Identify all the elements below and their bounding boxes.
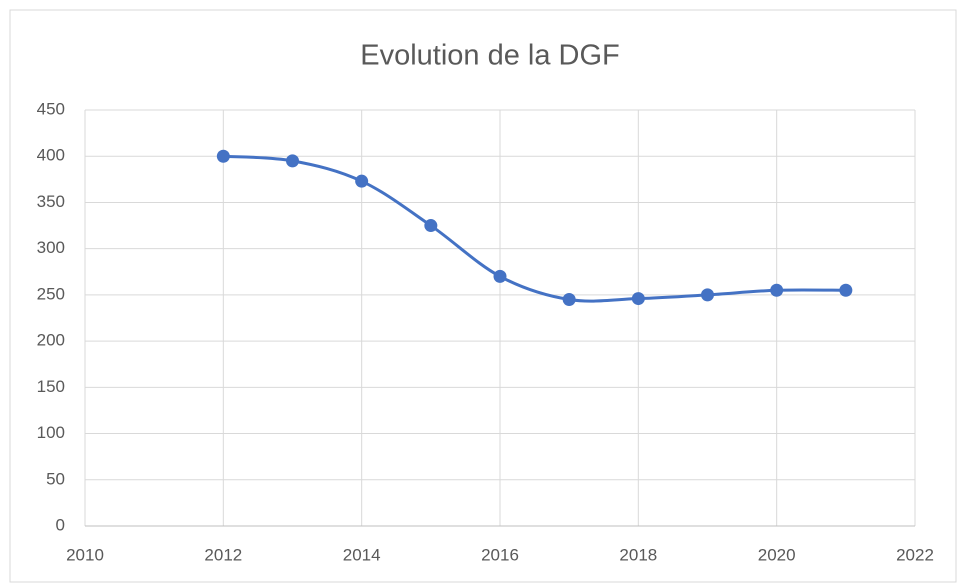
- y-tick-label: 100: [37, 423, 65, 442]
- x-tick-label: 2012: [204, 545, 242, 564]
- chart-frame: [9, 9, 957, 583]
- line: [223, 154, 846, 303]
- y-tick-label: 350: [37, 192, 65, 211]
- y-tick-label: 450: [37, 99, 65, 118]
- marker: [355, 174, 369, 188]
- marker: [701, 288, 714, 302]
- marker: [562, 293, 576, 307]
- marker: [286, 154, 299, 168]
- y-tick-label: 50: [46, 469, 65, 488]
- marker: [493, 269, 507, 283]
- y-tick-label: 400: [37, 146, 65, 165]
- y-tick-label: 300: [37, 238, 65, 257]
- x-tick-label: 2022: [896, 545, 934, 564]
- marker: [216, 149, 230, 163]
- y-tick-label: 200: [37, 331, 65, 350]
- y-tick-label: 150: [37, 377, 65, 396]
- x-tick-label: 2018: [619, 545, 657, 564]
- y-tick-label: 0: [56, 515, 65, 534]
- y-tick-label: 250: [37, 284, 65, 303]
- x-tick-label: 2014: [343, 545, 381, 564]
- marker: [631, 292, 645, 306]
- marker: [770, 283, 784, 297]
- marker: [839, 283, 853, 297]
- x-tick-label: 2016: [481, 545, 519, 564]
- chart-title: Evolution de la DGF: [360, 40, 620, 72]
- x-tick-label: 2020: [758, 545, 796, 564]
- x-tick-label: 2010: [66, 545, 104, 564]
- marker: [424, 219, 438, 233]
